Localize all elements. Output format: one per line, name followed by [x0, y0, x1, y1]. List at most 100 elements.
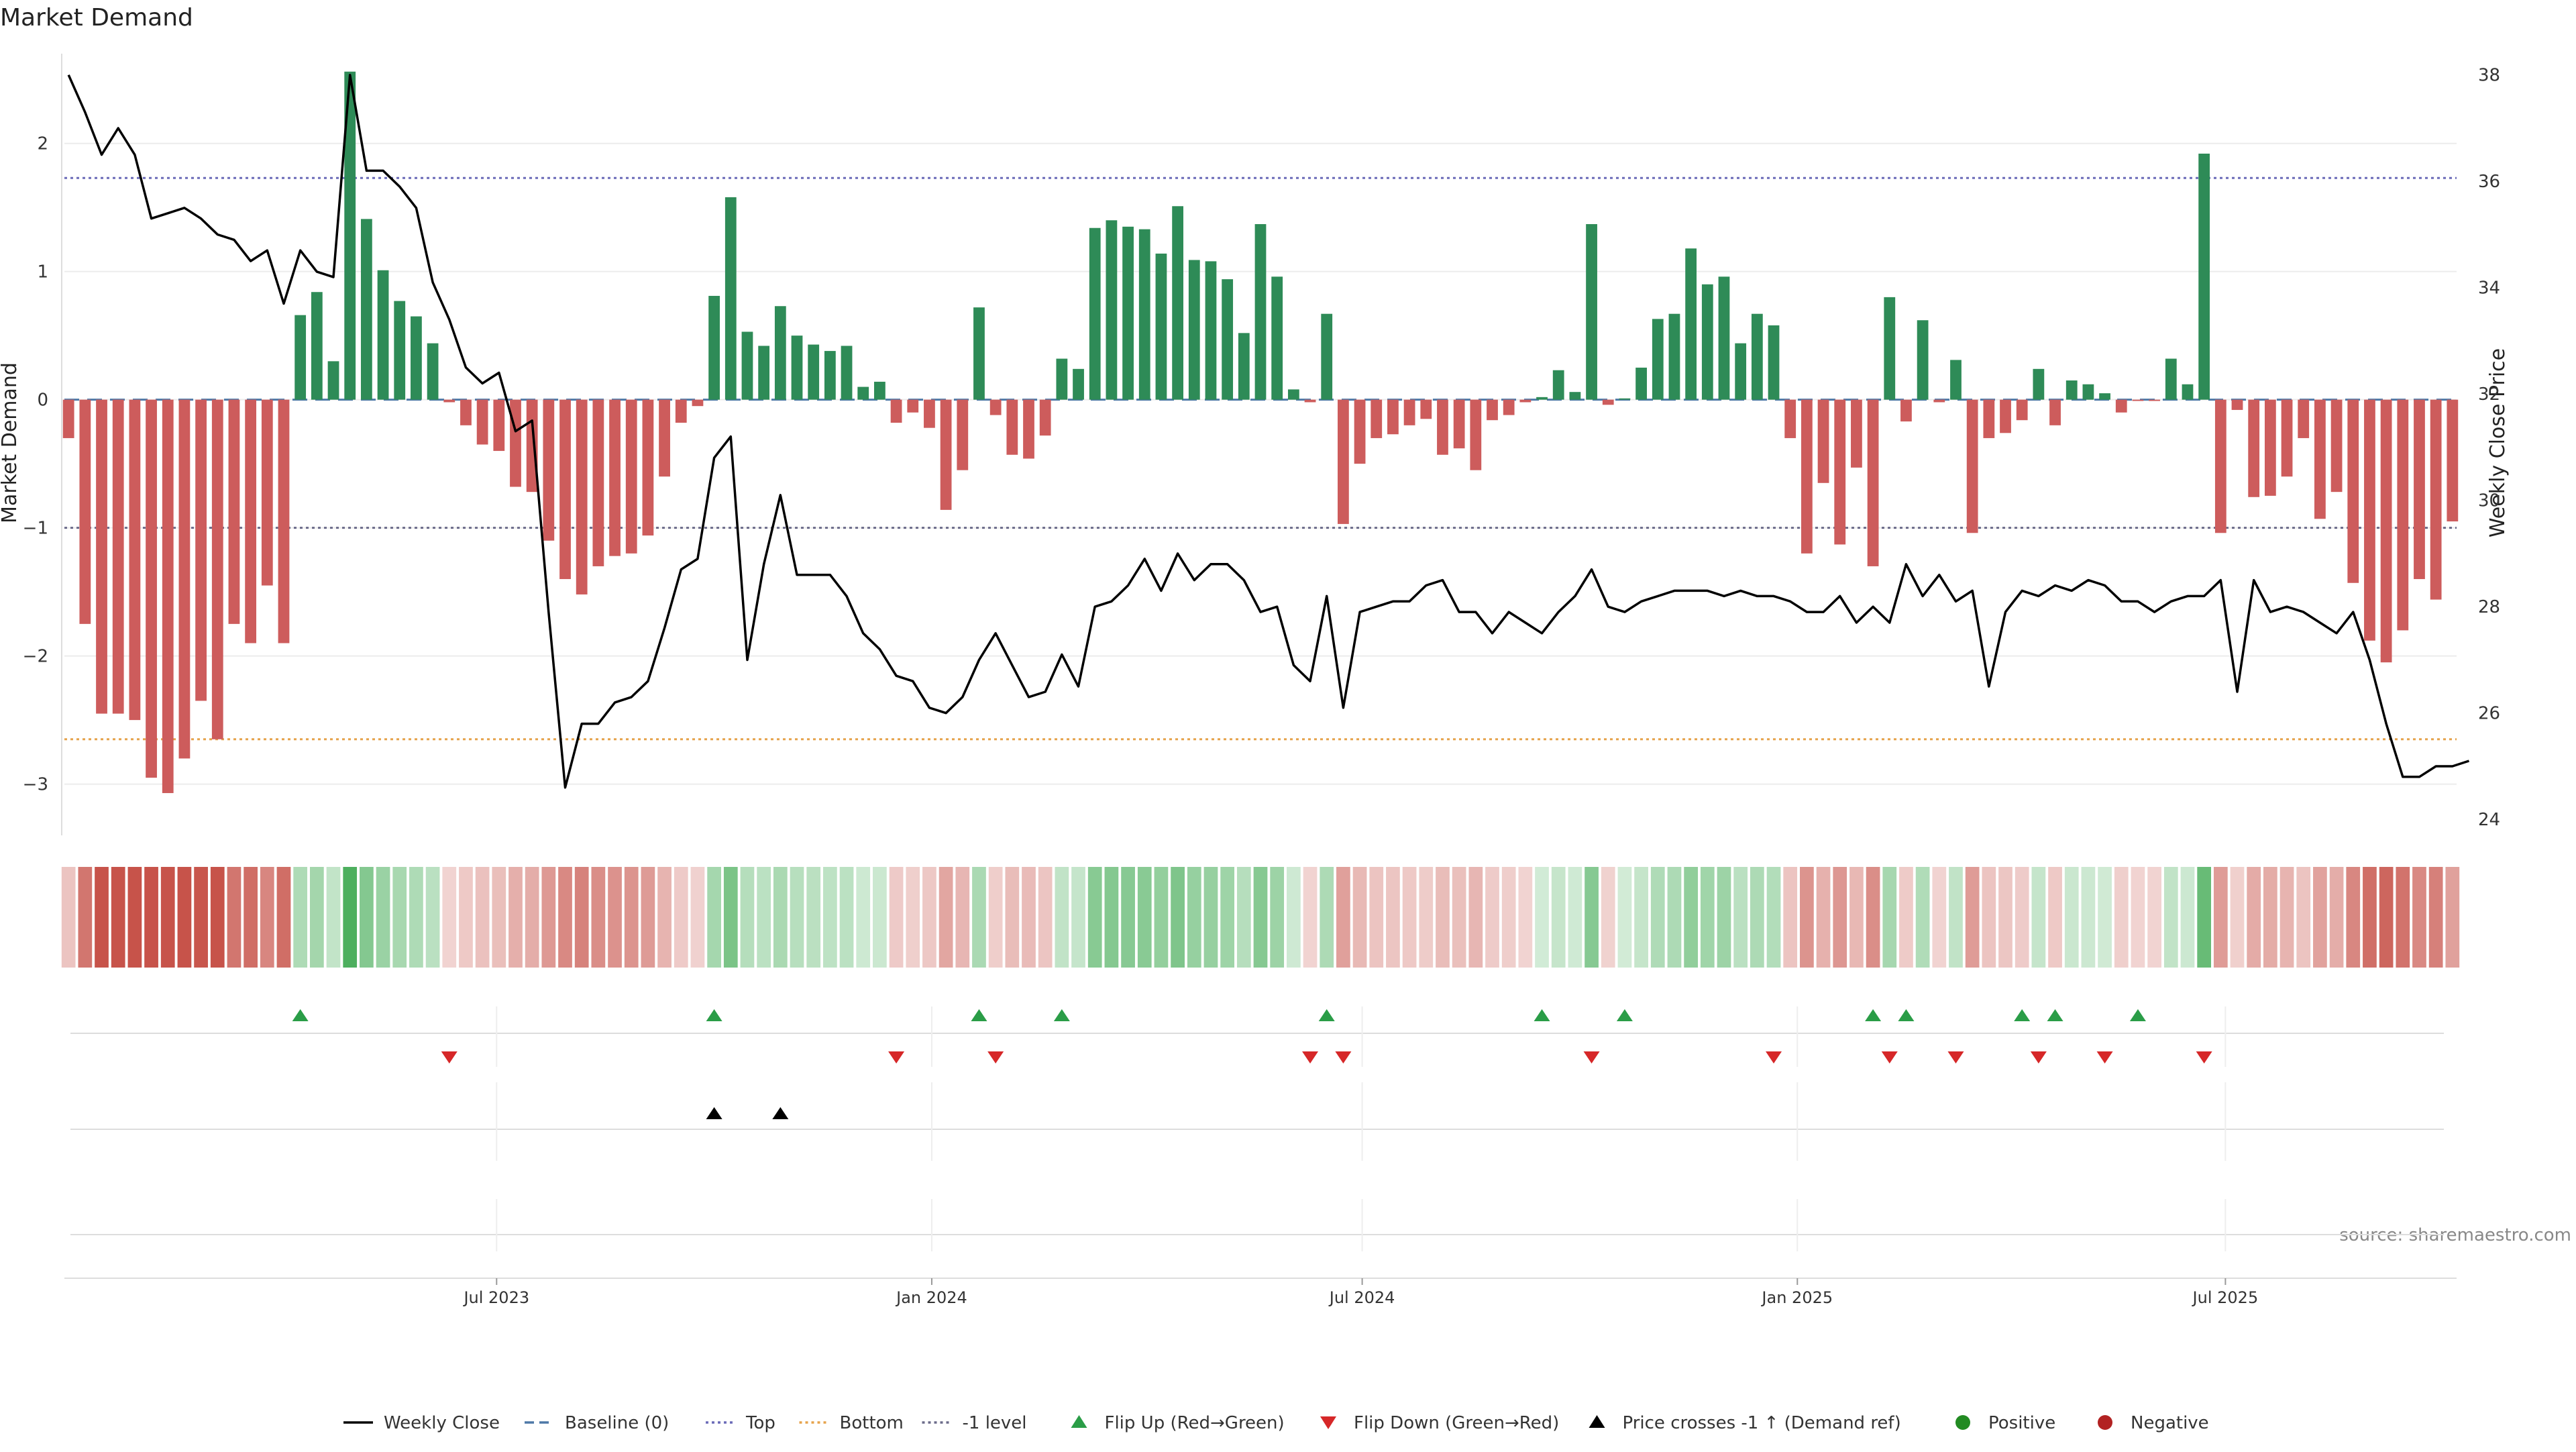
demand-bar: [1304, 399, 1316, 403]
x-tick-label: Jul 2024: [1328, 1288, 1395, 1307]
demand-bar: [724, 197, 737, 400]
demand-bar: [162, 399, 174, 793]
demand-bar: [2330, 399, 2343, 492]
demand-strip-cell: [1518, 867, 1533, 968]
legend-label: -1 level: [963, 1413, 1027, 1433]
y-right-tick-label: 30: [2478, 491, 2500, 511]
demand-strip-cell: [1452, 867, 1466, 968]
demand-strip-cell: [2213, 867, 2228, 968]
demand-strip-cell: [227, 867, 241, 968]
demand-bar: [344, 71, 356, 400]
legend-label: Top: [745, 1413, 775, 1433]
demand-strip-cell: [2263, 867, 2277, 968]
flip-up-marker: [1865, 1009, 1882, 1021]
demand-strip-cell: [525, 867, 539, 968]
demand-strip-cell: [1535, 867, 1549, 968]
demand-strip-cell: [1601, 867, 1615, 968]
demand-bar: [791, 335, 803, 400]
demand-strip-cell: [492, 867, 506, 968]
demand-strip-cell: [1568, 867, 1582, 968]
demand-bar: [1056, 358, 1068, 400]
demand-strip-cell: [293, 867, 308, 968]
chart-title: Market Demand: [0, 4, 193, 32]
demand-bar: [1884, 297, 1896, 400]
demand-bar: [973, 307, 985, 400]
demand-bar: [460, 399, 472, 425]
demand-strip-cell: [210, 867, 225, 968]
axes: −3 −2 −1 0 1 2 24 26 28 30 32 34 36 38: [23, 54, 2500, 835]
demand-bar: [989, 399, 1002, 415]
flip-up-marker: [971, 1009, 987, 1021]
demand-bar: [1983, 399, 1995, 438]
legend-label: Flip Up (Red→Green): [1105, 1413, 1285, 1433]
demand-strip-cell: [1783, 867, 1798, 968]
demand-strip-cell: [392, 867, 407, 968]
demand-strip-cell: [177, 867, 192, 968]
demand-bar: [1371, 399, 1383, 438]
demand-bar: [327, 361, 339, 400]
demand-strip-cell: [2346, 867, 2361, 968]
demand-bar: [1089, 227, 1101, 400]
demand-bar: [2264, 399, 2276, 496]
demand-strip-cell: [2147, 867, 2161, 968]
flip-up-marker: [2129, 1009, 2146, 1021]
demand-bar: [2000, 399, 2011, 433]
demand-strip-cell: [1336, 867, 1350, 968]
demand-strip-cell: [2363, 867, 2377, 968]
demand-strip-cell: [442, 867, 457, 968]
demand-strip-cell: [574, 867, 589, 968]
demand-bar: [1006, 399, 1018, 455]
demand-bar: [841, 346, 853, 400]
demand-bar: [659, 399, 670, 477]
demand-strip-cell: [707, 867, 721, 968]
demand-bar: [1073, 368, 1084, 400]
demand-strip-cell: [2445, 867, 2460, 968]
demand-strip-cell: [839, 867, 854, 968]
demand-strip-cell: [1634, 867, 1648, 968]
demand-strip-cell: [740, 867, 755, 968]
legend-item: Price crosses -1 ↑ (Demand ref): [1589, 1413, 1901, 1433]
demand-strip-cell: [955, 867, 970, 968]
y-left-tick-label: 1: [37, 262, 48, 282]
demand-bar: [1287, 389, 1299, 400]
demand-strip-cell: [2163, 867, 2178, 968]
demand-bar: [1437, 399, 1448, 455]
demand-strip-cell: [541, 867, 556, 968]
demand-strip-cell: [360, 867, 374, 968]
demand-bar: [311, 292, 323, 400]
demand-strip-cell: [2412, 867, 2426, 968]
demand-bar: [195, 399, 207, 701]
legend-item: Weekly Close: [343, 1413, 500, 1433]
flip-down-marker: [2196, 1051, 2212, 1064]
demand-strip-cell: [425, 867, 440, 968]
legend-item: -1 level: [922, 1413, 1027, 1433]
flip-up-marker: [706, 1009, 722, 1021]
demand-strip-cell: [78, 867, 93, 968]
demand-bar: [1867, 399, 1879, 566]
demand-strip-cell: [1154, 867, 1169, 968]
demand-bar: [1966, 399, 1978, 533]
demand-bar: [1718, 276, 1730, 400]
flip-up-marker: [292, 1009, 309, 1021]
demand-bar: [1354, 399, 1366, 464]
demand-strip-cell: [1386, 867, 1400, 968]
flip-up-marker: [1053, 1009, 1070, 1021]
demand-bar: [2082, 384, 2094, 400]
legend-label: Flip Down (Green→Red): [1354, 1413, 1559, 1433]
demand-bar: [146, 399, 157, 778]
flip-down-marker: [1583, 1051, 1600, 1064]
legend-swatch: [1589, 1415, 1605, 1428]
demand-bars: [62, 71, 2459, 793]
price-line-group: [67, 73, 2470, 789]
demand-bar: [211, 399, 223, 739]
demand-strip-cell: [972, 867, 986, 968]
demand-strip-cell: [2329, 867, 2344, 968]
x-tick-label: Jul 2023: [462, 1288, 529, 1307]
demand-strip-cell: [1220, 867, 1235, 968]
flip-down-marker: [1302, 1051, 1319, 1064]
demand-bar: [476, 399, 488, 445]
y-axis-right-label: Weekly Close Price: [2486, 348, 2510, 537]
demand-strip-cell: [1733, 867, 1748, 968]
demand-bar: [2380, 399, 2392, 663]
